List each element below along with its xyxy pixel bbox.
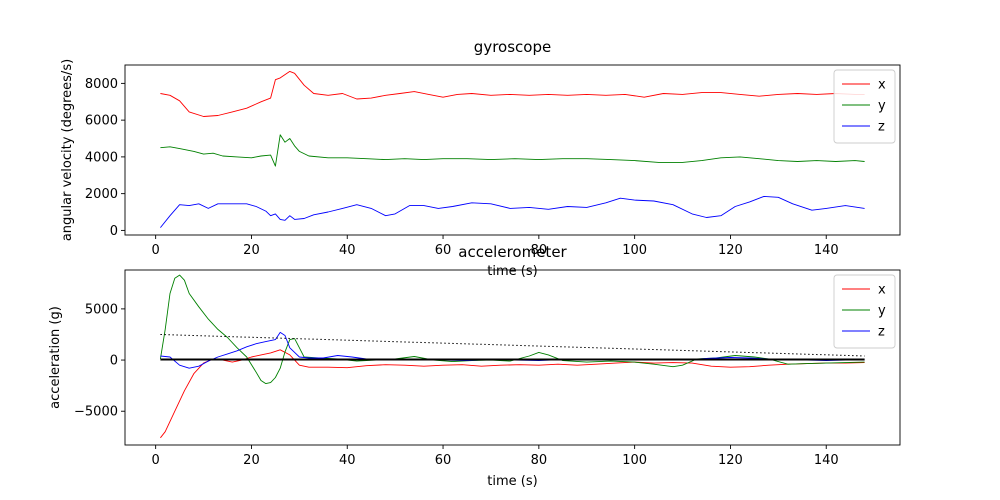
legend: xyz <box>833 274 896 349</box>
series-group <box>159 274 865 439</box>
y-axis-label: angular velocity (degrees/s) <box>60 59 75 241</box>
legend: xyz <box>833 69 896 144</box>
x-tick-label: 40 <box>339 243 356 258</box>
series-line-z <box>160 195 865 228</box>
legend-label-z: z <box>878 325 885 340</box>
x-axis-label: time (s) <box>487 264 537 279</box>
x-tick-label: 40 <box>339 453 356 468</box>
y-tick-label: 2000 <box>85 187 118 202</box>
x-tick-label: 20 <box>243 243 260 258</box>
x-tick-label: 60 <box>435 243 452 258</box>
x-tick-label: 80 <box>531 453 548 468</box>
x-tick-label: 0 <box>152 243 160 258</box>
series-line-x <box>160 349 865 439</box>
legend-label-y: y <box>878 99 886 114</box>
x-tick-label: 120 <box>718 453 743 468</box>
plot-frame <box>124 269 901 446</box>
y-tick-label: 4000 <box>85 150 118 165</box>
legend-label-x: x <box>878 283 886 298</box>
y-axis-label: acceleration (g) <box>48 306 63 409</box>
series-group <box>160 70 865 228</box>
legend-label-z: z <box>878 120 885 135</box>
legend-box <box>833 274 896 349</box>
series-line-x <box>160 70 865 117</box>
y-tick-label: 6000 <box>85 114 118 129</box>
x-tick-label: 100 <box>622 453 647 468</box>
legend-label-y: y <box>878 304 886 319</box>
plot-frame <box>124 64 901 236</box>
series-line-y <box>160 134 865 167</box>
chart-panels: 0 20 40 60 80 100 120 14002000400060008000gyros… <box>48 38 901 489</box>
y-tick-label: 0 <box>110 224 118 239</box>
legend-box <box>833 69 896 144</box>
y-tick-label: 5000 <box>85 302 118 317</box>
y-tick-label: −5000 <box>74 405 118 420</box>
x-tick-label: 100 <box>622 243 647 258</box>
chart-title: gyroscope <box>474 38 551 56</box>
y-tick-label: 8000 <box>85 77 118 92</box>
y-tick-label: 0 <box>110 354 118 369</box>
chart-accelerometer: 0 20 40 60 80 100 120 140 −5000 0 5000 acceleromete… <box>48 243 901 489</box>
chart-title: accelerometer <box>458 243 567 261</box>
x-tick-label: 80 <box>531 243 548 258</box>
series-line-y <box>159 274 865 385</box>
legend-label-x: x <box>878 78 886 93</box>
series-line-reference-4 <box>160 334 865 357</box>
x-tick-label: 140 <box>814 453 839 468</box>
x-axis-label: time (s) <box>487 474 537 489</box>
series-line-z <box>160 331 865 369</box>
x-tick-label: 120 <box>718 243 743 258</box>
chart-gyroscope: 0 20 40 60 80 100 120 140 0 2000 4000 6000 8000 gyros… <box>60 38 901 279</box>
x-tick-label: 20 <box>243 453 260 468</box>
x-tick-label: 140 <box>814 243 839 258</box>
x-tick-label: 0 <box>152 453 160 468</box>
x-tick-label: 60 <box>435 453 452 468</box>
